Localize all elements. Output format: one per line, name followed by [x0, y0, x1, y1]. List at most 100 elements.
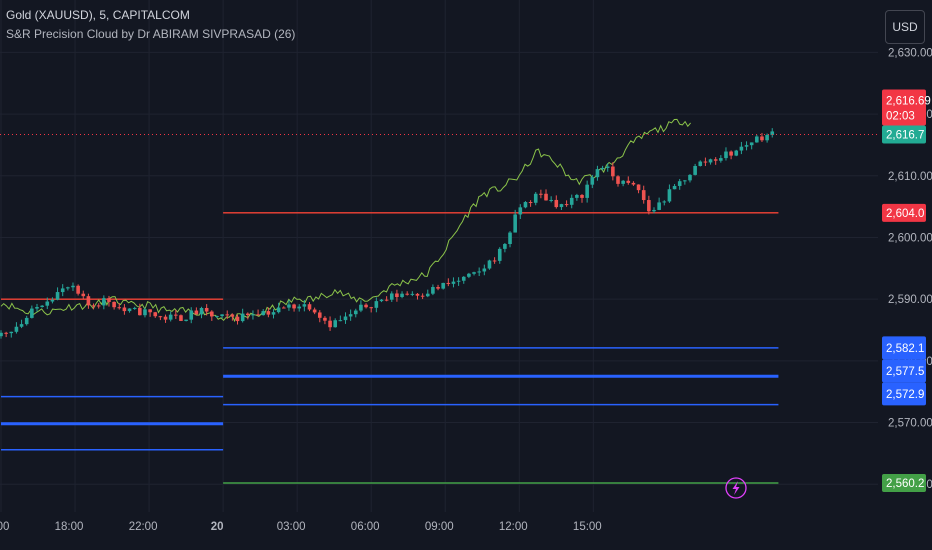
- indicator-title[interactable]: S&R Precision Cloud by Dr ABIRAM SIVPRAS…: [6, 27, 296, 41]
- candle-body: [467, 273, 471, 277]
- candle-body: [652, 209, 656, 212]
- candle-body: [533, 193, 538, 203]
- symbol-title[interactable]: Gold (XAUUSD), 5, CAPITALCOM: [6, 8, 190, 22]
- candle-body: [708, 159, 713, 163]
- candle-body: [143, 309, 147, 316]
- time-axis[interactable]: 15:00 18:00 22:00 20 03:00 06:00 09:00 12:00 15:…: [0, 521, 602, 533]
- candle-body: [348, 314, 353, 317]
- candle-body: [35, 307, 39, 309]
- candle-body: [770, 131, 775, 135]
- candle-body: [174, 314, 178, 316]
- candle-body: [456, 280, 461, 282]
- level-price-badge-bg: [882, 203, 926, 222]
- candle-body: [96, 305, 101, 307]
- time-tick-label: 22:00: [129, 521, 158, 533]
- candle-body: [163, 316, 168, 320]
- candle-body: [744, 145, 749, 147]
- lightning-alert-icon[interactable]: [725, 477, 747, 499]
- candle-body: [585, 184, 589, 198]
- candle-body: [539, 193, 543, 195]
- candle-body: [605, 166, 610, 168]
- candle-body: [266, 311, 271, 315]
- candle-body: [297, 306, 302, 309]
- candle-body: [199, 307, 204, 315]
- chart-legend: Gold (XAUUSD), 5, CAPITALCOM S&R Precisi…: [6, 6, 295, 44]
- candle-body: [569, 197, 574, 205]
- candle-body: [50, 299, 55, 302]
- candle-body: [292, 304, 296, 309]
- candle-body: [364, 304, 368, 308]
- candle-body: [528, 202, 533, 204]
- support-level-badge-bg: [882, 359, 926, 383]
- candle-body: [9, 331, 14, 334]
- candle-body: [117, 307, 122, 309]
- candle-body: [76, 285, 80, 294]
- candle-body: [60, 288, 65, 293]
- candle-body: [333, 320, 338, 328]
- candle-body: [395, 293, 399, 298]
- candle-body: [40, 305, 44, 308]
- candle-body: [307, 304, 312, 310]
- candle-body: [19, 324, 24, 327]
- candle-body: [246, 313, 250, 316]
- currency-label: USD: [892, 20, 918, 34]
- candle-body: [251, 314, 255, 316]
- time-tick-label: 09:00: [425, 521, 454, 533]
- candle-body: [189, 310, 194, 320]
- level-price-badge-bg: [882, 474, 926, 493]
- candle-body: [71, 285, 75, 288]
- time-tick-label: 06:00: [351, 521, 380, 533]
- candle-body: [179, 315, 183, 321]
- price-tick-label: 2,570.00: [888, 418, 932, 430]
- candle-body: [518, 207, 523, 215]
- candle-body: [631, 182, 636, 185]
- candle-body: [384, 299, 389, 301]
- candle-body: [415, 293, 420, 296]
- candle-body: [441, 282, 445, 289]
- candle-body: [102, 298, 106, 306]
- candle-body: [595, 169, 600, 178]
- candle-body: [400, 293, 404, 298]
- currency-selector[interactable]: USD: [885, 10, 925, 44]
- candle-body: [122, 307, 127, 312]
- candle-body: [497, 248, 502, 261]
- candle-body: [168, 314, 173, 320]
- candle-body: [281, 307, 286, 309]
- chart-grid: [0, 0, 878, 512]
- precision-cloud-line: [0, 118, 691, 323]
- candle-body: [317, 312, 322, 318]
- support-level-badge-bg: [882, 382, 926, 406]
- candle-body: [580, 194, 584, 198]
- candle-body: [240, 313, 245, 322]
- candle-body: [482, 268, 487, 272]
- candle-body: [220, 314, 224, 317]
- candle-body: [148, 309, 152, 313]
- candle-body: [554, 199, 559, 208]
- level-price-badge: 2,604.0: [886, 208, 924, 220]
- candle-body: [312, 309, 317, 313]
- time-tick-label: 15:00: [0, 521, 9, 533]
- candle-body: [343, 316, 348, 321]
- candle-body: [492, 260, 497, 262]
- candle-body: [523, 202, 528, 208]
- candle-body: [86, 296, 91, 306]
- candle-body: [760, 136, 764, 141]
- candle-body: [472, 272, 476, 274]
- level-price-badge: 2,616.7: [886, 129, 924, 141]
- level-price-badge-bg: [882, 125, 926, 144]
- candle-body: [672, 185, 677, 190]
- candle-body: [153, 312, 158, 317]
- candle-body: [0, 332, 3, 337]
- candle-body: [235, 316, 240, 322]
- last-price-badge: 2,616.69: [886, 96, 931, 108]
- candle-body: [215, 316, 219, 318]
- candle-body: [719, 158, 723, 161]
- candle-body: [271, 312, 276, 315]
- candle-body: [436, 287, 440, 289]
- candle-body: [662, 201, 667, 203]
- candle-body: [405, 293, 409, 295]
- price-tick-label: 2,590.00: [888, 294, 932, 306]
- candle-body: [287, 304, 291, 308]
- candle-body: [359, 304, 363, 311]
